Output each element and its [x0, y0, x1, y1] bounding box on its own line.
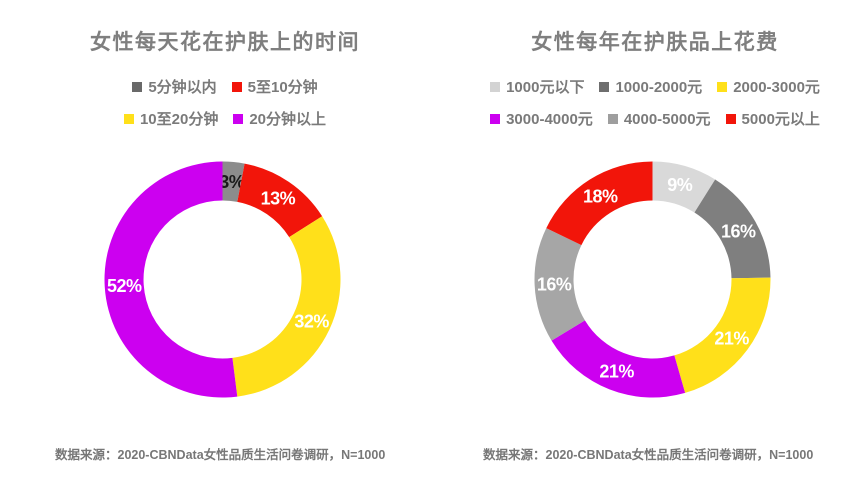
legend-item: 3000-4000元 [490, 108, 593, 129]
donut-slice [551, 320, 686, 398]
donut-slice [674, 277, 771, 393]
legend-swatch [231, 81, 242, 92]
legend-item: 5000元以上 [725, 108, 820, 129]
legend-row: 5分钟以内 5至10分钟 [132, 76, 318, 97]
donut-slice [534, 228, 585, 341]
legend-item: 1000-2000元 [599, 76, 702, 97]
chart-title-annual-spend: 女性每年在护肤品上花费 [531, 31, 779, 54]
donut-slice [104, 161, 238, 398]
slice-value-label: 9% [667, 175, 693, 195]
legend-label: 5至10分钟 [247, 79, 318, 96]
legend-swatch [233, 113, 244, 124]
slice-value-label: 16% [537, 274, 572, 294]
slice-value-label: 16% [721, 221, 756, 241]
legend-annual-spend: 1000元以下 1000-2000元 2000-3000元 3000-4000元 400… [460, 76, 847, 129]
donut-slice [546, 161, 653, 246]
slice-value-label: 21% [599, 362, 634, 382]
legend-item: 5至10分钟 [231, 76, 318, 97]
legend-daily-time: 5分钟以内 5至10分钟 10至20分钟 20分钟以上 [30, 76, 420, 129]
legend-item: 1000元以下 [490, 76, 584, 97]
slice-value-label: 21% [714, 328, 749, 348]
donut-chart-daily-time: 3% 13% 32% 52% [104, 161, 341, 398]
slice-value-label: 52% [107, 276, 142, 296]
legend-swatch [717, 81, 728, 92]
legend-item: 2000-3000元 [717, 76, 820, 97]
legend-label: 4000-5000元 [623, 111, 711, 128]
legend-row: 1000元以下 1000-2000元 2000-3000元 [490, 76, 820, 97]
donut-slice [652, 161, 716, 213]
slice-value-label: 18% [583, 186, 618, 206]
legend-swatch [490, 113, 501, 124]
legend-swatch [725, 113, 736, 124]
legend-label: 20分钟以上 [249, 111, 327, 128]
legend-swatch [607, 113, 618, 124]
donut-slice [232, 216, 341, 397]
chart-title-daily-time: 女性每天花在护肤上的时间 [90, 31, 360, 54]
legend-label: 5分钟以内 [148, 79, 217, 96]
source-note-daily-time: 数据来源：2020-CBNData女性品质生活问卷调研，N=1000 [55, 448, 386, 462]
donut-slice [237, 163, 323, 238]
legend-row: 3000-4000元 4000-5000元 5000元以上 [490, 108, 820, 129]
legend-label: 2000-3000元 [733, 79, 820, 96]
legend-label: 1000元以下 [506, 79, 585, 96]
legend-label: 3000-4000元 [506, 111, 593, 128]
legend-label: 1000-2000元 [615, 79, 703, 96]
donut-chart-annual-spend: 9% 16% 21% 21% 16% 18% [534, 161, 771, 398]
legend-swatch [599, 81, 610, 92]
legend-item: 20分钟以上 [233, 108, 326, 129]
legend-swatch [132, 81, 143, 92]
legend-label: 5000元以上 [741, 111, 820, 128]
legend-label: 10至20分钟 [139, 111, 219, 128]
source-note-annual-spend: 数据来源：2020-CBNData女性品质生活问卷调研，N=1000 [483, 448, 814, 462]
legend-row: 10至20分钟 20分钟以上 [123, 108, 326, 129]
legend-swatch [490, 81, 501, 92]
slice-value-label: 32% [294, 312, 329, 332]
donut-slice [222, 161, 245, 202]
legend-item: 10至20分钟 [123, 108, 219, 129]
slice-value-label: 13% [261, 188, 296, 208]
legend-item: 4000-5000元 [607, 108, 711, 129]
legend-swatch [123, 113, 134, 124]
legend-item: 5分钟以内 [132, 76, 217, 97]
slice-value-label: 3% [219, 172, 245, 192]
donut-slice [694, 179, 771, 279]
